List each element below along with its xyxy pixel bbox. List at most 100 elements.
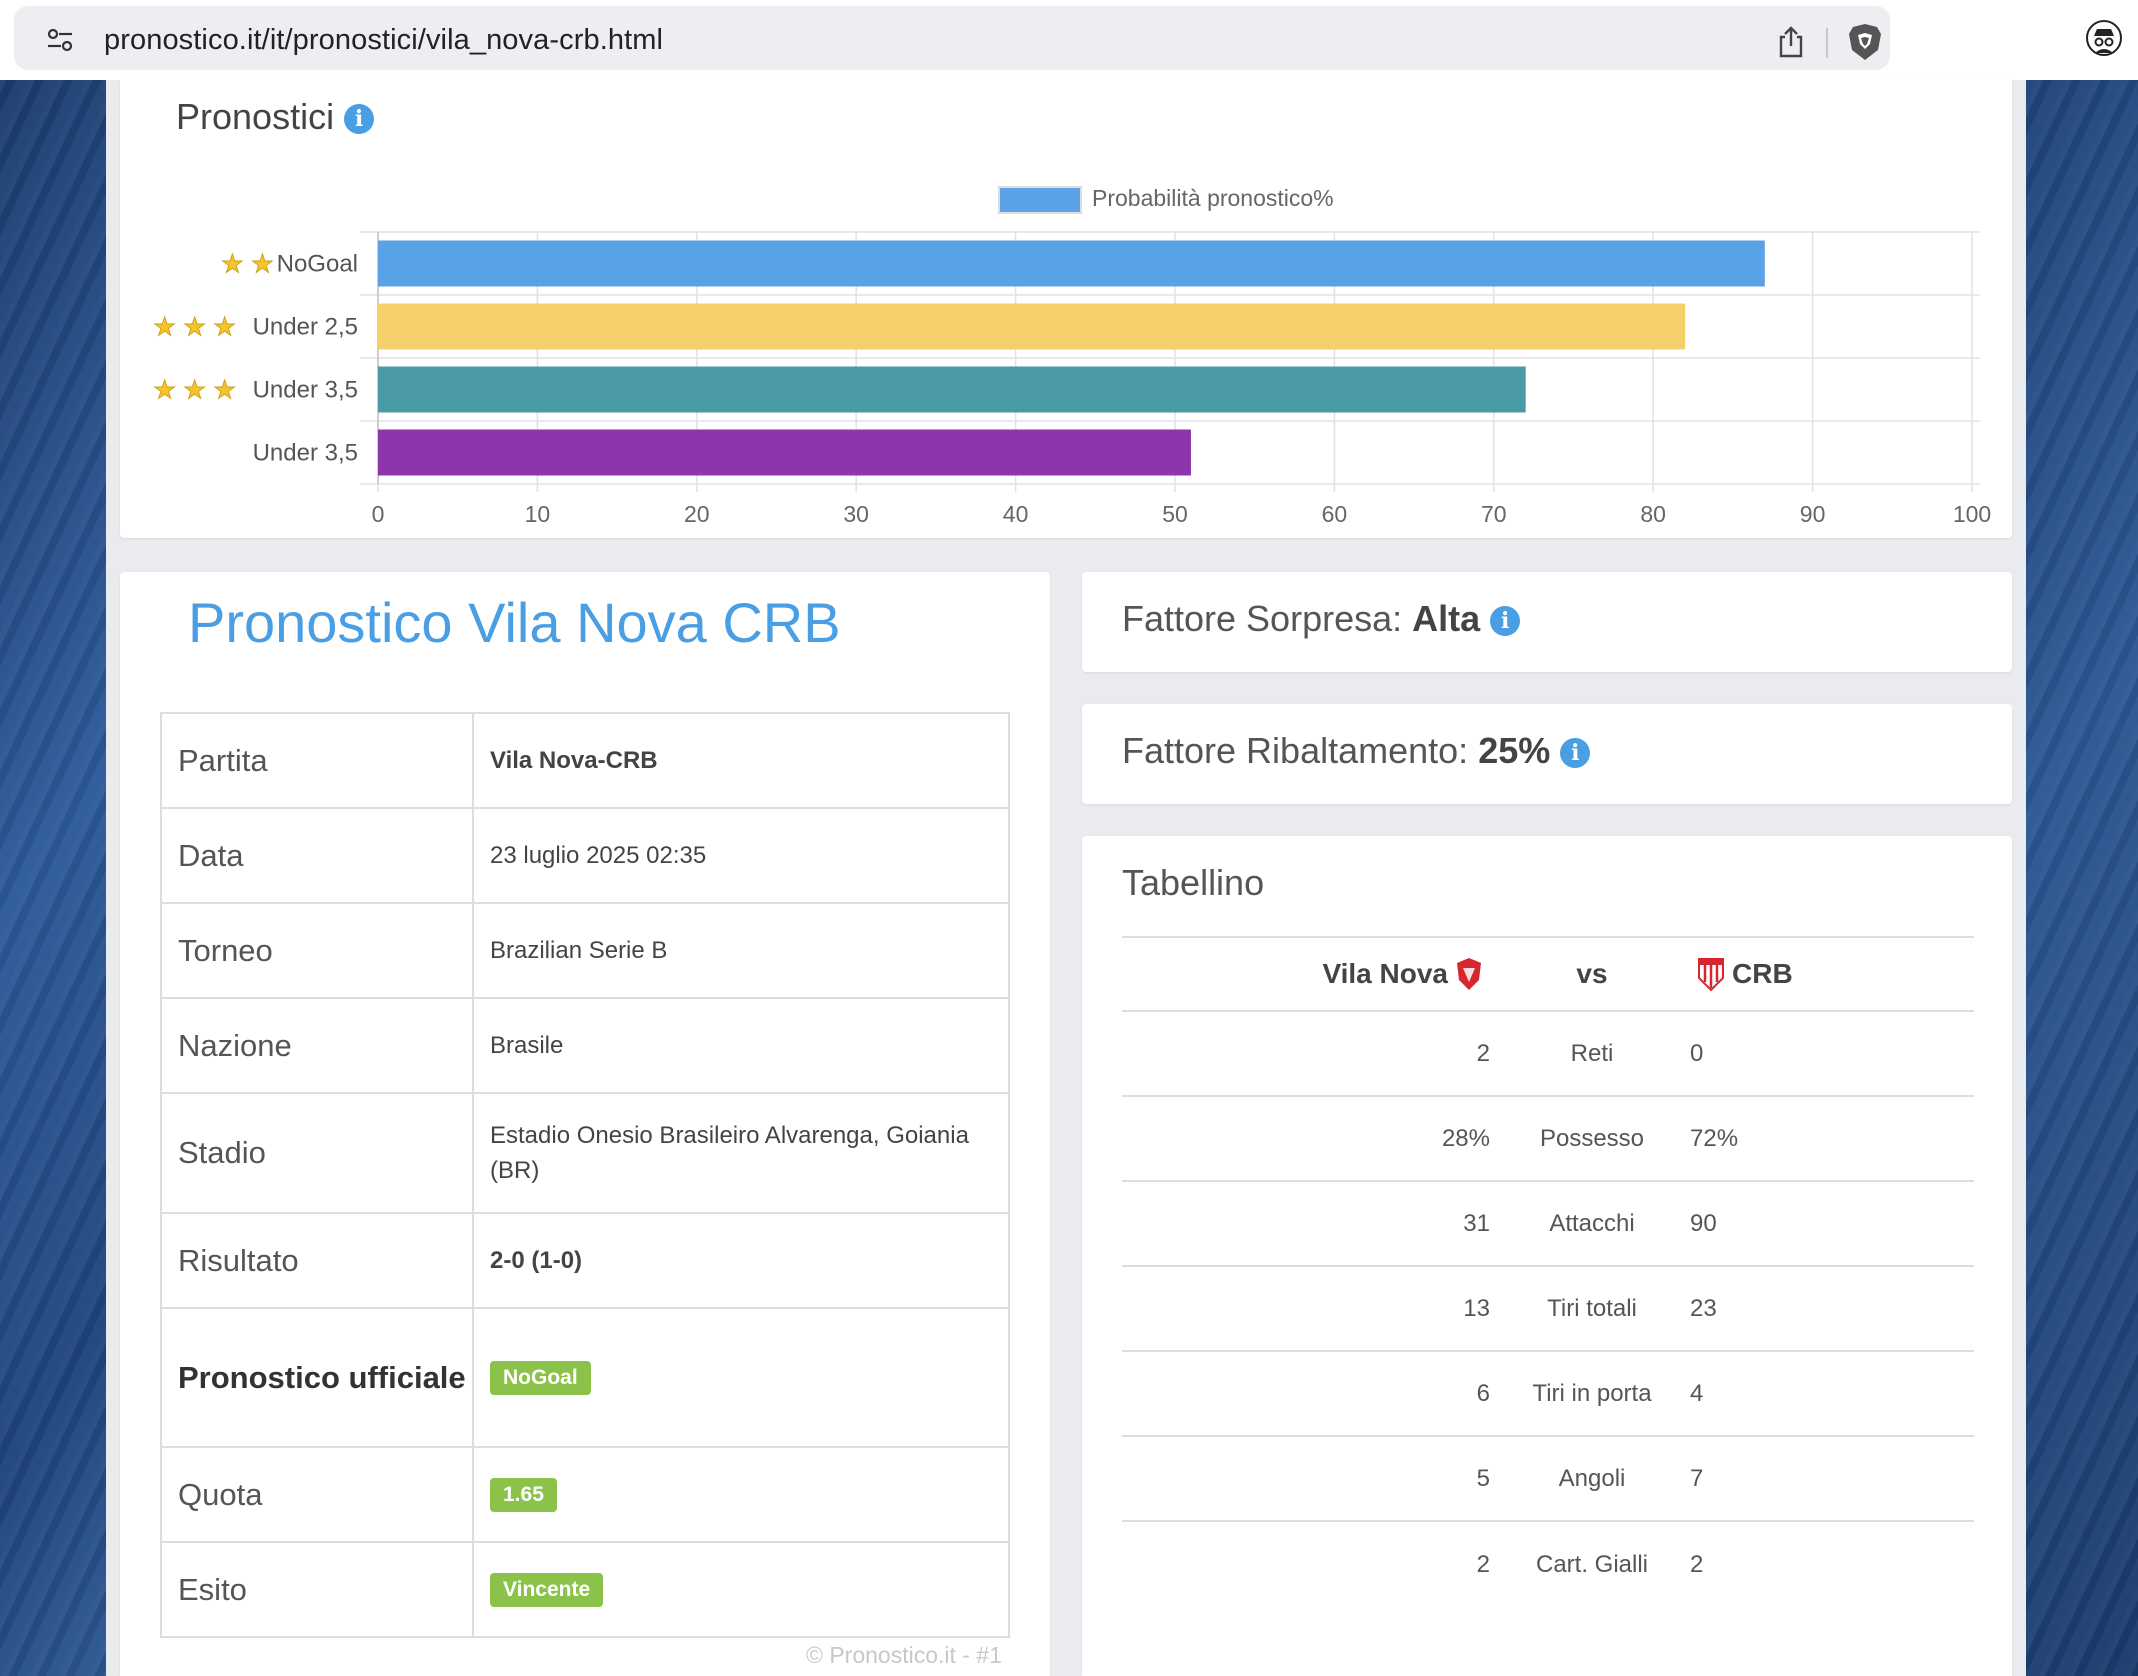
table-row: Partita Vila Nova-CRB (160, 712, 1010, 809)
legend-swatch[interactable] (998, 186, 1082, 214)
stat-label: Tiri totali (1547, 1294, 1637, 1322)
vila-nova-crest-icon (1457, 958, 1481, 990)
surprise-factor: Fattore Sorpresa: Alta i (1122, 598, 1521, 640)
table-row: Nazione Brasile (160, 997, 1010, 1094)
stat-row: 6 Tiri in porta 4 (1122, 1352, 1974, 1437)
star-icon: ★ (213, 376, 236, 406)
legend-label[interactable]: Probabilità pronostico% (1092, 185, 1334, 211)
x-tick-label: 30 (843, 501, 869, 527)
page-title: Pronostico Vila Nova CRB (188, 591, 841, 654)
stat-label: Attacchi (1549, 1209, 1635, 1237)
pronostici-chart-panel: Pronostici i Probabilità pronostico% 0 10… (120, 80, 2012, 538)
away-team-name: CRB (1732, 958, 1793, 989)
match-name: Vila Nova-CRB (472, 712, 1010, 809)
x-tick-label: 70 (1481, 501, 1507, 527)
match-info-table: Partita Vila Nova-CRB Data 23 luglio 202… (160, 712, 1010, 1638)
x-tick-label: 40 (1003, 501, 1029, 527)
category-label: Under 3,5 (253, 377, 358, 404)
reversal-factor-value: 25% (1478, 730, 1551, 771)
match-date: 23 luglio 2025 02:35 (472, 807, 1010, 904)
info-icon[interactable]: i (344, 104, 375, 135)
star-icon: ★ (153, 313, 176, 343)
stat-away-value: 7 (1690, 1464, 1704, 1492)
x-tick-label: 60 (1322, 501, 1348, 527)
table-row: Quota 1.65 (160, 1446, 1010, 1543)
match-result: 2-0 (1-0) (472, 1212, 1010, 1309)
table-row: Stadio Estadio Onesio Brasileiro Alvaren… (160, 1092, 1010, 1214)
stat-home-value: 2 (1476, 1039, 1490, 1067)
stat-label: Cart. Gialli (1535, 1550, 1649, 1578)
stat-label: Possesso (1539, 1124, 1645, 1152)
x-tick-label: 80 (1640, 501, 1666, 527)
site-settings-icon[interactable] (46, 28, 74, 52)
match-stadium: Estadio Onesio Brasileiro Alvarenga, Goi… (472, 1092, 1010, 1214)
toolbar-separator (1826, 28, 1828, 58)
bar (378, 240, 1765, 287)
x-tick-label: 20 (684, 501, 710, 527)
star-icon: ★ (183, 376, 206, 406)
stat-row: 31 Attacchi 90 (1122, 1182, 1974, 1267)
x-tick-label: 10 (525, 501, 551, 527)
x-tick-label: 0 (372, 501, 385, 527)
stat-home-value: 28% (1441, 1124, 1490, 1152)
info-icon[interactable]: i (1490, 606, 1521, 637)
row-key: Torneo (160, 902, 474, 999)
stat-home-value: 31 (1463, 1209, 1490, 1237)
x-tick-label: 50 (1162, 501, 1188, 527)
stat-home-value: 6 (1476, 1379, 1490, 1407)
row-key: Partita (160, 712, 474, 809)
table-row: Torneo Brazilian Serie B (160, 902, 1010, 999)
stat-label: Tiri in porta (1532, 1379, 1652, 1407)
x-tick-label: 100 (1953, 501, 1991, 527)
star-icon: ★ (251, 250, 274, 280)
official-prediction-cell: NoGoal (472, 1307, 1010, 1448)
row-key: Data (160, 807, 474, 904)
star-icon: ★ (213, 313, 236, 343)
surprise-factor-panel: Fattore Sorpresa: Alta i (1082, 572, 2012, 672)
info-icon[interactable]: i (1560, 738, 1591, 769)
star-icon: ★ (221, 250, 244, 280)
stat-home-value: 13 (1463, 1294, 1490, 1322)
tabellino-header: Vila Nova vs CRB (1122, 936, 1974, 1012)
incognito-profile-icon[interactable] (2086, 20, 2122, 56)
stat-away-value: 4 (1690, 1379, 1704, 1407)
table-row: Risultato 2-0 (1-0) (160, 1212, 1010, 1309)
stat-row: 5 Angoli 7 (1122, 1437, 1974, 1522)
stat-away-value: 23 (1690, 1294, 1717, 1322)
odds-cell: 1.65 (472, 1446, 1010, 1543)
address-bar[interactable]: pronostico.it/it/pronostici/vila_nova-cr… (14, 6, 1890, 70)
crb-crest-icon (1698, 958, 1724, 992)
reversal-factor-panel: Fattore Ribaltamento: 25% i (1082, 704, 2012, 804)
surprise-factor-value: Alta (1412, 598, 1481, 639)
stat-row: 13 Tiri totali 23 (1122, 1267, 1974, 1352)
match-tournament: Brazilian Serie B (472, 902, 1010, 999)
stat-away-value: 72% (1690, 1124, 1739, 1152)
category-label: NoGoal (277, 251, 358, 278)
stat-row: 28% Possesso 72% (1122, 1097, 1974, 1182)
stat-label: Angoli (1558, 1464, 1626, 1492)
watermark: © Pronostico.it - #1 (806, 1642, 1002, 1668)
row-key: Pronostico ufficiale (160, 1307, 474, 1448)
match-country: Brasile (472, 997, 1010, 1094)
row-key: Risultato (160, 1212, 474, 1309)
url-text[interactable]: pronostico.it/it/pronostici/vila_nova-cr… (104, 24, 664, 56)
surprise-factor-label: Fattore Sorpresa: (1122, 598, 1403, 639)
prediction-badge: NoGoal (490, 1360, 591, 1395)
stat-away-value: 90 (1690, 1209, 1717, 1237)
reversal-factor: Fattore Ribaltamento: 25% i (1122, 730, 1591, 772)
reversal-factor-label: Fattore Ribaltamento: (1122, 730, 1469, 771)
outcome-cell: Vincente (472, 1541, 1010, 1638)
outcome-badge: Vincente (490, 1572, 604, 1607)
home-team-name: Vila Nova (1322, 958, 1448, 989)
share-icon[interactable] (1776, 25, 1806, 59)
home-team-header: Vila Nova (1322, 938, 1490, 1010)
pronostici-title: Pronostici i (176, 96, 375, 138)
stat-label: Reti (1570, 1039, 1614, 1067)
bar (378, 303, 1686, 350)
star-icon: ★ (153, 376, 176, 406)
row-key: Esito (160, 1541, 474, 1638)
brave-shields-icon[interactable] (1846, 22, 1884, 62)
stat-row: 2 Reti 0 (1122, 1012, 1974, 1097)
vs-label: vs (1576, 958, 1608, 989)
